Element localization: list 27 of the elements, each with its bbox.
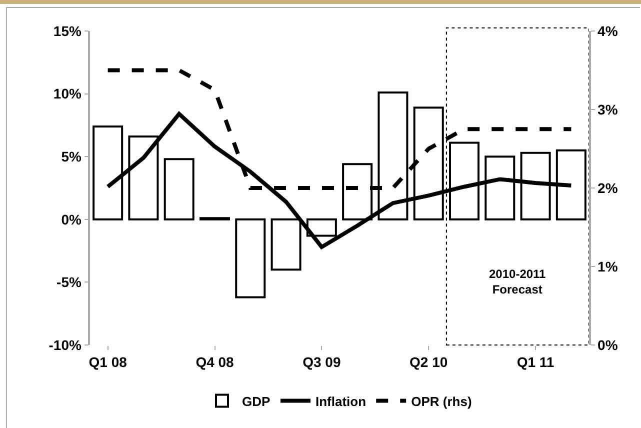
y2-tick-label: 1% (598, 258, 618, 274)
y-tick-label: 15% (53, 22, 82, 39)
bar (164, 158, 194, 220)
x-tick-label: Q1 11 (516, 354, 554, 370)
legend-label: GDP (242, 394, 270, 409)
y2-tick-label: 2% (598, 180, 618, 196)
y2-tick-label: 0% (598, 336, 618, 353)
y-tick-label: -10% (48, 336, 82, 353)
x-tick-label: Q3 09 (302, 354, 341, 370)
y-tick-label: -5% (56, 274, 82, 290)
annotation: 2010-2011 Forecast (489, 267, 546, 297)
y-tick-label: 10% (53, 86, 82, 102)
legend-label: OPR (rhs) (411, 394, 472, 409)
x-tick-label: Q4 08 (196, 354, 234, 370)
bar (128, 136, 159, 220)
x-tick-label: Q1 08 (88, 354, 128, 370)
bar (235, 218, 266, 298)
y2-tick-label: 4% (598, 22, 618, 39)
bar (448, 142, 480, 220)
x-tick-label: Q2 10 (410, 354, 448, 370)
y-tick-label: 5% (61, 148, 82, 164)
bar (520, 152, 551, 220)
bar (306, 218, 337, 237)
y2-tick-label: 3% (598, 101, 618, 118)
y-tick-label: 0% (61, 211, 82, 228)
legend-label: Inflation (316, 394, 366, 409)
bar (484, 156, 516, 220)
